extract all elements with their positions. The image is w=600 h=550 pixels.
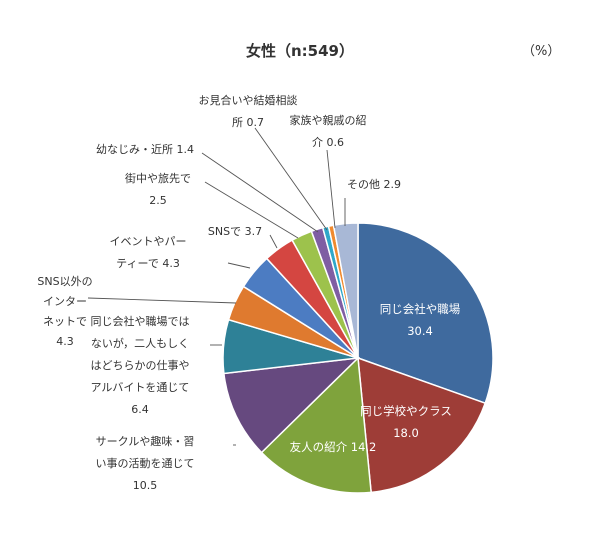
pie-slice-3 [260, 356, 372, 494]
slice-label-4: サークルや趣味・習い事の活動を通じて 10.5 [96, 434, 195, 492]
slice-label-8: SNSで 3.7 [208, 225, 262, 238]
slice-labels: サークルや趣味・習い事の活動を通じて 10.5 同じ会社や職場ではないが，二人もしく… [37, 93, 401, 492]
leader-line-12 [326, 149, 336, 229]
slice-label-3: 友人の紹介 14.2 [290, 440, 377, 454]
slice-label-13: その他 2.9 [347, 178, 401, 191]
slice-label-9: 街中や旅先で 2.5 [125, 171, 191, 207]
slice-label-2: 同じ学校やクラス 18.0 [360, 404, 452, 440]
slice-label-10: 幼なじみ・近所 1.4 [96, 143, 194, 156]
pie-slice-13 [332, 222, 359, 359]
chart-title: 女性（n:549） [246, 42, 354, 60]
slice-label-12: 家族や親戚の紹介 0.6 [290, 113, 367, 149]
unit-label: （%） [522, 44, 561, 59]
leader-line-11 [254, 127, 328, 231]
slice-label-5: 同じ会社や職場ではないが，二人もしくはどちらかの仕事やアルバイトを通じて 6.4 [91, 314, 190, 416]
leader-line-8 [269, 234, 278, 249]
pie-slice-2 [357, 356, 487, 494]
leader-lines [87, 127, 346, 446]
pie-slices [222, 222, 494, 494]
leader-line-9 [204, 181, 299, 239]
leader-line-7 [227, 262, 251, 269]
leader-line-6 [87, 297, 237, 304]
slice-label-7: イベントやパーティーで 4.3 [110, 235, 187, 270]
slice-label-11: お見合いや結婚相談所 0.7 [199, 93, 298, 129]
leader-line-10 [201, 152, 319, 233]
slice-label-6: SNS以外のインターネットで 4.3 [37, 275, 92, 348]
pie-slice-1 [357, 222, 494, 405]
slice-label-1: 同じ会社や職場 30.4 [380, 302, 461, 338]
pie-slice-4 [223, 357, 361, 454]
